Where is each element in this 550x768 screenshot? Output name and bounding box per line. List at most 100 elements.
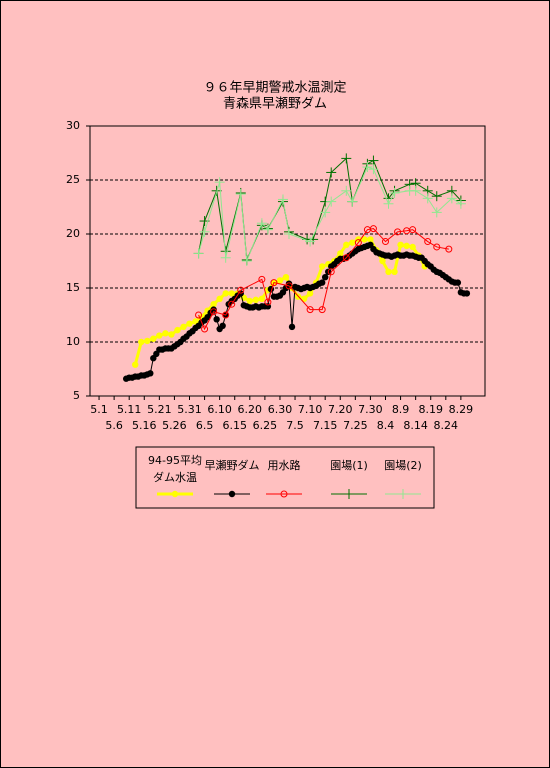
legend-label: 早瀬野ダム — [205, 458, 260, 472]
x-tick-label: 5.31 — [177, 403, 202, 416]
data-point — [337, 250, 344, 257]
x-tick-label: 6.25 — [253, 419, 278, 432]
x-tick-label: 6.10 — [207, 403, 232, 416]
legend-label-line: 94-95平均 — [148, 454, 202, 467]
data-point — [403, 242, 410, 250]
legend-marker — [398, 489, 408, 499]
data-point — [147, 370, 154, 377]
data-point — [367, 236, 374, 243]
data-point — [321, 274, 329, 281]
legend-label-line: 早瀬野ダム — [205, 458, 260, 472]
data-point — [368, 155, 379, 166]
legend-marker — [280, 490, 288, 498]
data-point — [213, 316, 220, 323]
chart-title: ９６年早期警戒水温測定 — [203, 80, 346, 96]
data-point — [381, 238, 389, 246]
data-point — [368, 164, 379, 175]
data-point — [220, 252, 231, 263]
data-point — [174, 326, 181, 334]
x-tick-label: 8.19 — [418, 403, 443, 416]
data-point — [258, 295, 266, 302]
data-point — [318, 263, 326, 270]
data-point — [162, 330, 169, 337]
data-point — [210, 301, 217, 308]
data-point — [288, 323, 296, 331]
y-tick-label: 10 — [66, 335, 80, 348]
x-tick-label: 6.5 — [196, 419, 214, 432]
data-point — [150, 335, 157, 342]
data-point — [256, 218, 267, 229]
x-tick-label: 5.16 — [132, 419, 157, 432]
data-point — [424, 238, 432, 246]
data-point — [222, 290, 229, 297]
x-tick-label: 6.20 — [238, 403, 263, 416]
x-tick-label: 5.21 — [147, 403, 172, 416]
data-point — [318, 279, 326, 286]
data-point — [327, 268, 335, 276]
data-point — [389, 187, 400, 198]
legend-label: 用水路 — [268, 459, 301, 472]
data-point — [214, 177, 225, 188]
data-point — [409, 243, 416, 251]
data-point — [320, 207, 331, 218]
data-point — [409, 226, 417, 234]
data-point — [180, 323, 187, 331]
data-point — [379, 257, 386, 265]
data-point — [199, 226, 210, 237]
data-point — [216, 295, 223, 302]
x-tick-label: 8.29 — [449, 403, 474, 416]
data-point — [241, 256, 252, 266]
data-point — [195, 311, 203, 319]
x-tick-label: 6.15 — [222, 419, 247, 432]
x-tick-label: 8.24 — [434, 419, 459, 432]
data-point — [343, 241, 350, 248]
data-point — [326, 196, 337, 207]
data-point — [361, 236, 368, 243]
data-point — [156, 332, 163, 339]
data-point — [262, 224, 273, 235]
legend-marker — [228, 490, 236, 498]
legend-label-line: ダム水温 — [153, 470, 197, 484]
y-tick-label: 15 — [66, 281, 80, 294]
data-point — [341, 185, 352, 196]
data-point — [454, 279, 462, 286]
x-tick-label: 7.10 — [298, 403, 323, 416]
legend-box — [135, 446, 435, 509]
data-point — [210, 306, 217, 313]
data-point — [431, 191, 442, 202]
data-point — [410, 185, 421, 196]
data-point — [285, 282, 293, 290]
data-point — [132, 361, 139, 368]
data-point — [258, 275, 266, 283]
x-tick-label: 7.20 — [328, 403, 353, 416]
data-point — [222, 311, 230, 319]
data-point — [237, 286, 245, 294]
data-point — [270, 279, 278, 287]
data-point — [186, 320, 193, 327]
x-tick-label: 7.15 — [313, 419, 338, 432]
x-tick-label: 5.1 — [90, 403, 108, 416]
data-point — [252, 296, 260, 304]
data-point — [277, 194, 288, 205]
data-point — [391, 268, 398, 275]
plot-frame — [89, 125, 486, 397]
data-point — [306, 290, 314, 297]
data-point — [397, 241, 404, 248]
x-tick-label: 7.25 — [343, 419, 368, 432]
x-tick-label: 5.11 — [117, 403, 142, 416]
x-tick-label: 6.30 — [268, 403, 293, 416]
x-tick-label: 8.14 — [403, 419, 428, 432]
legend-marker — [171, 490, 179, 498]
y-tick-label: 25 — [66, 173, 80, 186]
x-tick-label: 8.9 — [392, 403, 410, 416]
x-tick-label: 7.30 — [358, 403, 383, 416]
data-point — [342, 254, 350, 262]
x-tick-label: 7.5 — [286, 419, 304, 432]
data-point — [433, 243, 441, 251]
data-point — [394, 228, 402, 236]
data-point — [349, 239, 356, 246]
data-point — [138, 338, 145, 346]
series-line — [198, 228, 449, 331]
data-point — [210, 308, 218, 316]
